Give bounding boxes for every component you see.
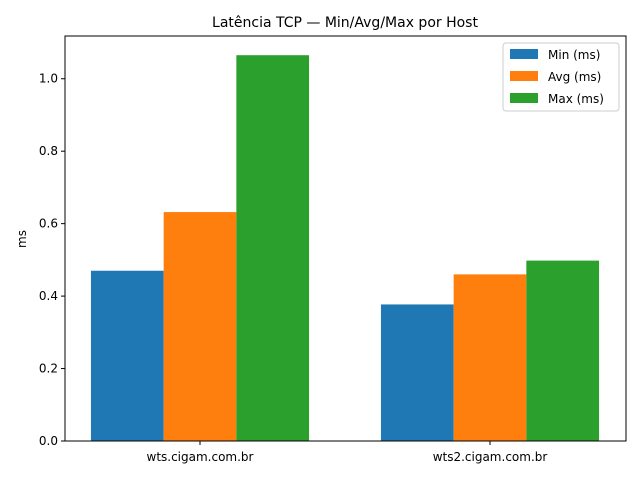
x-axis-ticks: wts.cigam.com.br wts2.cigam.com.br [147, 441, 548, 464]
y-axis-ticks: 0.0 0.2 0.4 0.6 0.8 1.0 [39, 72, 65, 448]
legend-swatch [510, 71, 538, 81]
bar-min-2 [380, 304, 454, 441]
y-tick-label: 0.4 [39, 289, 58, 303]
legend-swatch [510, 93, 538, 103]
bar-max-2 [526, 260, 600, 441]
legend-swatch [510, 49, 538, 59]
x-tick-label: wts.cigam.com.br [147, 450, 254, 464]
y-tick-label: 0.2 [39, 362, 58, 376]
x-tick-label: wts2.cigam.com.br [433, 450, 548, 464]
bars-group [90, 55, 600, 441]
y-tick-label: 1.0 [39, 72, 58, 86]
chart-title: Latência TCP — Min/Avg/Max por Host [212, 15, 478, 31]
bar-avg-1 [163, 212, 237, 441]
legend: Min (ms) Avg (ms) Max (ms) [502, 42, 620, 112]
bar-max-1 [236, 55, 310, 441]
legend-label: Min (ms) [548, 48, 600, 62]
y-tick-label: 0.0 [39, 434, 58, 448]
y-tick-label: 0.6 [39, 217, 58, 231]
bar-avg-2 [453, 274, 527, 441]
y-tick-label: 0.8 [39, 144, 58, 158]
plot-frame [64, 35, 627, 442]
legend-label: Avg (ms) [548, 70, 601, 84]
y-axis-label: ms [15, 230, 29, 248]
legend-label: Max (ms) [548, 92, 604, 106]
bar-min-1 [90, 270, 164, 441]
